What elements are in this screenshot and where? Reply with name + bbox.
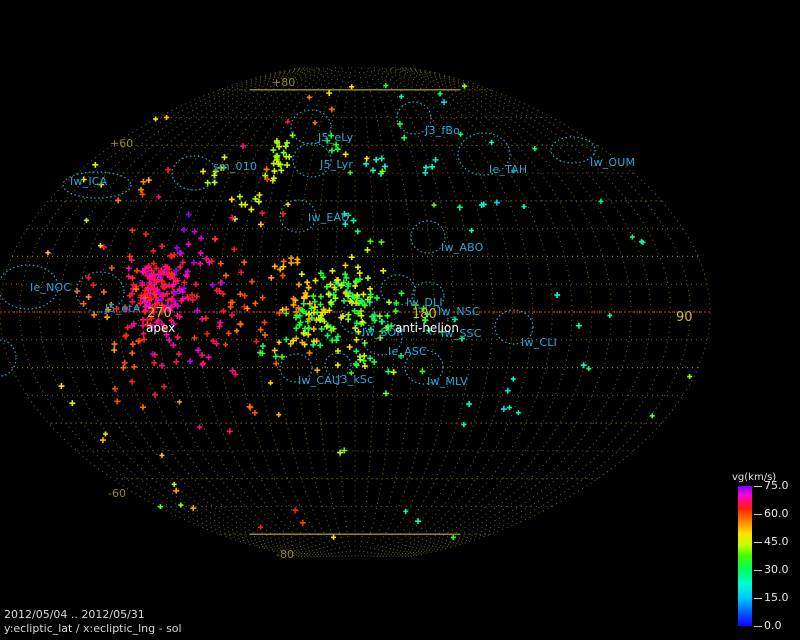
radiant-points xyxy=(45,83,693,540)
colorbar-gradient xyxy=(738,486,752,626)
colorbar-tick-mark xyxy=(754,626,762,627)
colorbar-tick-label: 0.0 xyxy=(764,619,782,632)
caption-block: 2012/05/04 .. 2012/05/31 y:ecliptic_lat … xyxy=(4,608,182,636)
colorbar-tick-label: 15.0 xyxy=(764,591,789,604)
colorbar-tick-label: 75.0 xyxy=(764,479,789,492)
colorbar-title: vg(km/s) xyxy=(732,472,777,483)
caption-date-range: 2012/05/04 .. 2012/05/31 xyxy=(4,608,145,621)
caption-axes-desc: y:ecliptic_lat / x:ecliptic_lng - sol xyxy=(4,622,182,635)
colorbar-tick-mark xyxy=(754,570,762,571)
colorbar-tick-mark xyxy=(754,598,762,599)
colorbar-tick-label: 45.0 xyxy=(764,535,789,548)
shower-radiant-circles xyxy=(0,101,596,385)
colorbar-tick-label: 60.0 xyxy=(764,507,789,520)
colorbar-tick-mark xyxy=(754,542,762,543)
colorbar: vg(km/s) 75.0 60.0 45.0 30.0 15.0 0.0 xyxy=(732,472,794,632)
colorbar-tick-mark xyxy=(754,514,762,515)
colorbar-tick-mark xyxy=(754,486,762,487)
colorbar-tick-label: 30.0 xyxy=(764,563,789,576)
